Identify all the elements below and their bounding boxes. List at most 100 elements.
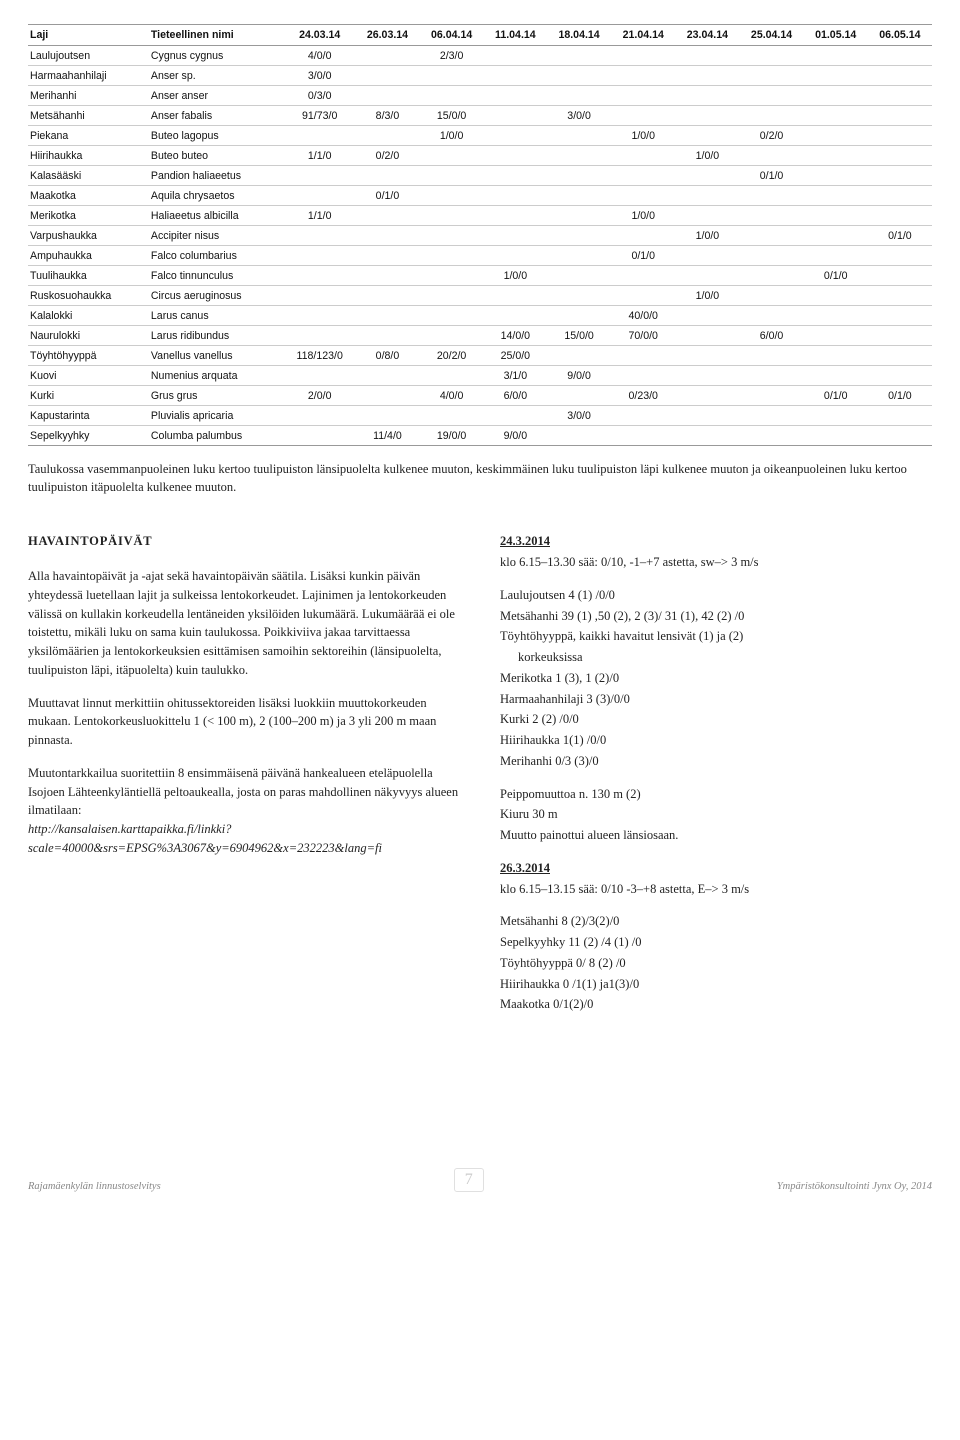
table-cell (420, 366, 484, 386)
table-cell (484, 126, 547, 146)
table-row: MaakotkaAquila chrysaetos0/1/0 (28, 186, 932, 206)
table-cell (284, 406, 355, 426)
table-cell: Merikotka (28, 206, 149, 226)
table-cell (420, 286, 484, 306)
table-cell (420, 266, 484, 286)
table-cell: 70/0/0 (611, 326, 675, 346)
date-heading: 26.3.2014 (500, 861, 550, 875)
table-cell (420, 206, 484, 226)
table-cell: Tuulihaukka (28, 266, 149, 286)
table-cell (611, 106, 675, 126)
table-cell: Kalasääski (28, 166, 149, 186)
table-cell (355, 246, 419, 266)
table-cell (547, 86, 611, 106)
table-cell: Varpushaukka (28, 226, 149, 246)
table-cell (611, 66, 675, 86)
table-cell (675, 106, 739, 126)
table-cell (804, 306, 868, 326)
table-cell (804, 186, 868, 206)
table-cell: 0/8/0 (355, 346, 419, 366)
table-cell: Kurki (28, 386, 149, 406)
table-cell: 118/123/0 (284, 346, 355, 366)
table-cell (547, 286, 611, 306)
table-cell (484, 146, 547, 166)
table-cell (868, 426, 932, 446)
section-heading: HAVAINTOPÄIVÄT (28, 532, 460, 551)
table-cell: Anser anser (149, 86, 284, 106)
table-cell: 3/0/0 (547, 106, 611, 126)
table-cell: 1/0/0 (611, 126, 675, 146)
table-cell (284, 366, 355, 386)
table-cell (547, 146, 611, 166)
table-cell (675, 206, 739, 226)
table-cell (739, 266, 803, 286)
table-cell: Ampuhaukka (28, 246, 149, 266)
table-cell (739, 106, 803, 126)
table-cell (804, 346, 868, 366)
table-cell (675, 266, 739, 286)
table-cell (868, 66, 932, 86)
table-cell (675, 246, 739, 266)
observation-line: Merikotka 1 (3), 1 (2)/0 (500, 669, 932, 688)
table-cell: Circus aeruginosus (149, 286, 284, 306)
table-header: 26.03.14 (355, 25, 419, 46)
table-cell: 40/0/0 (611, 306, 675, 326)
table-cell (484, 66, 547, 86)
table-cell (675, 326, 739, 346)
table-cell (284, 126, 355, 146)
table-cell (355, 266, 419, 286)
table-cell (739, 426, 803, 446)
table-cell (355, 86, 419, 106)
table-cell (284, 286, 355, 306)
table-cell (611, 46, 675, 66)
observation-line: korkeuksissa (500, 648, 932, 667)
table-cell (611, 166, 675, 186)
table-row: RuskosuohaukkaCircus aeruginosus1/0/0 (28, 286, 932, 306)
table-cell (284, 226, 355, 246)
table-cell (739, 386, 803, 406)
table-cell (739, 146, 803, 166)
table-cell (868, 286, 932, 306)
table-cell (284, 186, 355, 206)
table-cell: 1/1/0 (284, 146, 355, 166)
table-header: 21.04.14 (611, 25, 675, 46)
table-row: KurkiGrus grus2/0/04/0/06/0/00/23/00/1/0… (28, 386, 932, 406)
table-cell (804, 326, 868, 346)
table-cell (868, 246, 932, 266)
table-cell: 6/0/0 (484, 386, 547, 406)
table-cell (484, 306, 547, 326)
observation-line: Kiuru 30 m (500, 805, 932, 824)
observation-line: Harmaahanhilaji 3 (3)/0/0 (500, 690, 932, 709)
observation-line: Muutto painottui alueen länsiosaan. (500, 826, 932, 845)
table-cell: Vanellus vanellus (149, 346, 284, 366)
table-cell: Haliaeetus albicilla (149, 206, 284, 226)
table-row: MerihanhiAnser anser0/3/0 (28, 86, 932, 106)
table-cell (420, 186, 484, 206)
table-row: NaurulokkiLarus ridibundus14/0/015/0/070… (28, 326, 932, 346)
table-row: AmpuhaukkaFalco columbarius0/1/0 (28, 246, 932, 266)
paragraph: Muutontarkkailua suoritettiin 8 ensimmäi… (28, 764, 460, 858)
table-cell (484, 226, 547, 246)
table-row: TöyhtöhyyppäVanellus vanellus118/123/00/… (28, 346, 932, 366)
table-cell (804, 246, 868, 266)
table-row: MetsähanhiAnser fabalis91/73/08/3/015/0/… (28, 106, 932, 126)
table-header: 25.04.14 (739, 25, 803, 46)
table-cell: Ruskosuohaukka (28, 286, 149, 306)
date-heading: 24.3.2014 (500, 534, 550, 548)
table-cell (804, 406, 868, 426)
table-cell (355, 206, 419, 226)
table-cell: 0/1/0 (868, 226, 932, 246)
table-cell: 1/0/0 (611, 206, 675, 226)
observation-line: Hiirihaukka 0 /1(1) ja1(3)/0 (500, 975, 932, 994)
table-cell: 1/0/0 (420, 126, 484, 146)
table-cell: 9/0/0 (547, 366, 611, 386)
table-cell: 0/1/0 (739, 166, 803, 186)
table-cell: 1/0/0 (675, 226, 739, 246)
table-cell: 0/1/0 (804, 386, 868, 406)
table-cell (868, 46, 932, 66)
table-cell: 3/0/0 (547, 406, 611, 426)
table-row: SepelkyyhkyColumba palumbus11/4/019/0/09… (28, 426, 932, 446)
table-cell (484, 106, 547, 126)
table-cell (611, 286, 675, 306)
table-cell (284, 266, 355, 286)
